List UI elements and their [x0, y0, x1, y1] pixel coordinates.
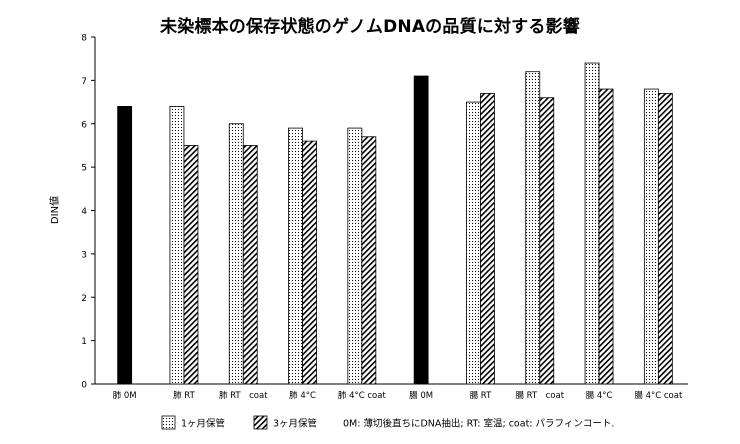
bar-1-month	[169, 106, 185, 385]
bar-1-month	[584, 62, 600, 385]
x-category-label: 肺 4°C coat	[338, 391, 387, 401]
x-category-label: 腸 4°C	[586, 391, 613, 401]
bar-1-month	[466, 101, 481, 385]
y-tick-label: 8	[81, 34, 87, 44]
category-labels: 肺 0M 肺 RT 肺 RT coat 肺 4°C 肺 4°C coat 腸 0M 腸 RT…	[113, 391, 683, 401]
bar-3-month	[657, 92, 673, 385]
legend-label-1-month: 1ヶ月保管	[181, 418, 225, 430]
x-category-label: 肺 0M	[113, 391, 137, 401]
x-category-label: 肺 4°C	[289, 391, 316, 401]
bar-3-month	[480, 92, 495, 385]
legend-note: 0M: 薄切後直ちにDNA抽出; RT: 室温; coat: パラフィンコート.	[343, 418, 614, 430]
bar-3-month	[361, 136, 377, 385]
bars	[117, 62, 673, 385]
y-tick-label: 4	[81, 207, 87, 217]
bar-1-month	[525, 71, 541, 385]
y-tick-label: 5	[81, 164, 87, 174]
y-axis-label: DIN値	[48, 196, 61, 224]
x-category-label: 腸 0M	[409, 391, 433, 401]
bar-1-month	[643, 88, 659, 385]
y-tick-label: 1	[81, 337, 87, 347]
y-tick-label: 3	[81, 250, 87, 260]
bar-3-month	[242, 145, 258, 385]
bar-3-month	[598, 88, 614, 385]
bar-3-month	[539, 97, 555, 385]
legend-swatch-3-month	[253, 415, 268, 430]
legend: 1ヶ月保管 3ヶ月保管 0M: 薄切後直ちにDNA抽出; RT: 室温; coa…	[161, 415, 614, 430]
bar-0m	[413, 75, 429, 385]
legend-label-3-month: 3ヶ月保管	[273, 418, 317, 430]
y-tick-label: 0	[81, 381, 87, 391]
legend-swatch-1-month	[161, 415, 176, 430]
bar-3-month	[302, 140, 317, 385]
x-category-label: 肺 RT coat	[219, 391, 268, 401]
y-tick-label: 6	[81, 120, 87, 130]
x-category-label: 腸 RT	[470, 391, 492, 401]
x-category-label: 腸 RT coat	[515, 391, 564, 401]
y-tick-label: 7	[81, 77, 87, 87]
bar-1-month	[347, 127, 363, 385]
bar-0m	[117, 106, 133, 385]
bar-3-month	[183, 145, 199, 385]
chart-title: 未染標本の保存状態のゲノムDNAの品質に対する影響	[160, 17, 580, 37]
x-category-label: 肺 RT	[173, 391, 195, 401]
x-category-label: 腸 4°C coat	[634, 391, 683, 401]
bar-1-month	[288, 127, 303, 385]
y-tick-label: 2	[81, 294, 87, 304]
bar-1-month	[228, 123, 244, 385]
